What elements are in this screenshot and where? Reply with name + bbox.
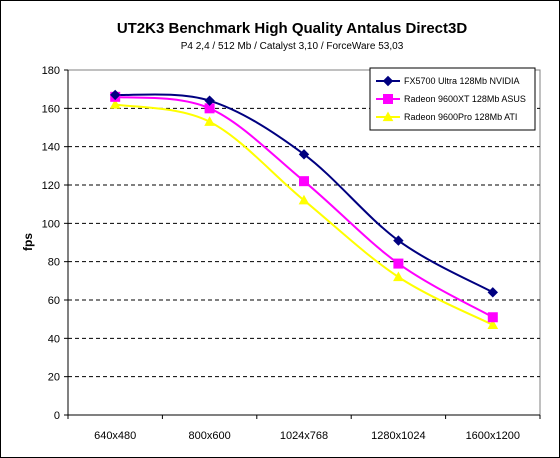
y-tick-label: 120 [42,180,60,192]
data-point [487,312,498,323]
legend-label: Radeon 9600XT 128Mb ASUS [404,94,526,104]
legend: FX5700 Ultra 128Mb NVIDIA Radeon 9600XT 1… [369,67,536,131]
x-tick-label: 1024x768 [280,430,328,442]
data-point [204,116,215,126]
data-point [298,149,310,160]
x-tick-label: 800x600 [188,430,230,442]
x-tick-labels: 640x480 800x600 1024x768 1280x1024 1600x1200 [94,430,520,442]
x-tick-label: 640x480 [94,430,136,442]
x-tick-label: 1600x1200 [466,430,520,442]
data-point [109,89,121,101]
data-point [393,258,404,269]
y-tick-label: 140 [42,142,60,154]
y-tick-label: 160 [42,103,60,115]
y-tick-label: 100 [42,218,60,230]
y-tick-label: 180 [42,65,60,77]
data-point [487,287,499,298]
data-point [393,235,404,246]
data-point [298,194,310,205]
chart-subtitle: P4 2,4 / 512 Mb / Catalyst 3,10 / ForceW… [181,41,404,52]
y-axis-label: fps [21,233,35,251]
data-point [299,176,309,187]
legend-label: Radeon 9600Pro 128Mb ATI [404,112,517,122]
legend-marker [382,75,394,87]
y-tick-label: 60 [48,295,60,307]
axes [64,69,541,419]
y-tick-label: 80 [48,257,60,269]
chart-title: UT2K3 Benchmark High Quality Antalus Dir… [117,20,468,37]
legend-marker [383,94,393,104]
y-tick-label: 40 [48,333,60,345]
y-tick-label: 20 [48,372,60,384]
data-point [393,271,404,282]
y-tick-label: 0 [54,410,60,422]
legend-label: FX5700 Ultra 128Mb NVIDIA [404,76,520,86]
series-markers [109,89,499,330]
data-point [487,319,499,330]
y-tick-labels: 0 20 40 60 80 100 120 140 160 180 [42,65,60,422]
legend-marker [382,111,394,122]
x-tick-label: 1280x1024 [371,430,425,442]
data-point [204,95,215,106]
data-point [109,98,121,109]
